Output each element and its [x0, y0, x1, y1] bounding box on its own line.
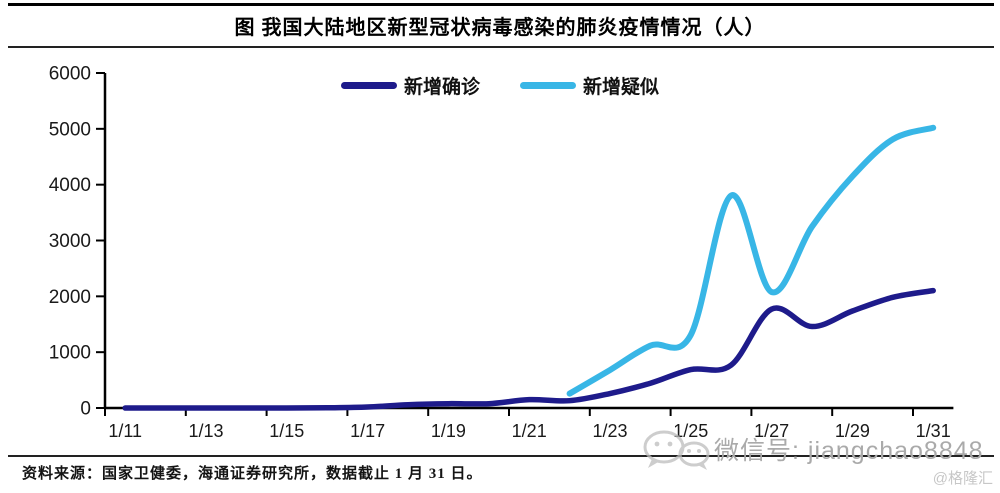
x-tick-label: 1/17 [350, 421, 385, 441]
source-note: 资料来源：国家卫健委，海通证券研究所，数据截止 1 月 31 日。 [22, 466, 483, 482]
x-tick-label: 1/11 [108, 421, 142, 441]
top-rule [8, 3, 994, 6]
y-tick-label: 3000 [49, 231, 91, 252]
chart-title: 图 我国大陆地区新型冠状病毒感染的肺炎疫情情况（人） [234, 17, 766, 39]
brand-watermark: @格隆汇 [932, 470, 993, 487]
legend-label-new-confirmed: 新增确诊 [403, 77, 480, 98]
x-tick-label: 1/13 [188, 421, 223, 441]
series-line-0 [122, 287, 936, 411]
y-tick-label: 5000 [49, 119, 91, 140]
x-tick-label: 1/25 [673, 421, 708, 441]
chart-legend: 新增确诊 新增疑似 [0, 72, 1000, 99]
legend-item-new-confirmed: 新增确诊 [340, 72, 480, 99]
wechat-icon [643, 430, 710, 470]
y-tick-label: 6000 [49, 64, 91, 85]
new-suspected-line-swatch [520, 82, 576, 89]
legend-item-new-suspected: 新增疑似 [520, 72, 659, 99]
x-tick-label: 1/19 [431, 421, 466, 441]
y-tick-label: 1000 [49, 343, 91, 364]
x-tick-label: 1/23 [592, 421, 627, 441]
y-tick-label: 2000 [49, 287, 91, 308]
new-confirmed-line-swatch [340, 82, 397, 89]
footer-divider [8, 455, 994, 457]
legend-label-new-suspected: 新增疑似 [583, 77, 660, 98]
title-divider [8, 46, 994, 48]
wechat-id-watermark: 微信号: jiangchao8848 [714, 437, 984, 465]
x-tick-label: 1/27 [754, 421, 789, 441]
y-tick-label: 0 [80, 399, 91, 420]
series-line-1 [566, 124, 937, 397]
x-tick-label: 1/31 [916, 421, 951, 441]
y-tick-label: 4000 [49, 175, 91, 196]
x-tick-label: 1/15 [269, 421, 304, 441]
x-tick-label: 1/29 [835, 421, 870, 441]
x-tick-label: 1/21 [512, 421, 547, 441]
